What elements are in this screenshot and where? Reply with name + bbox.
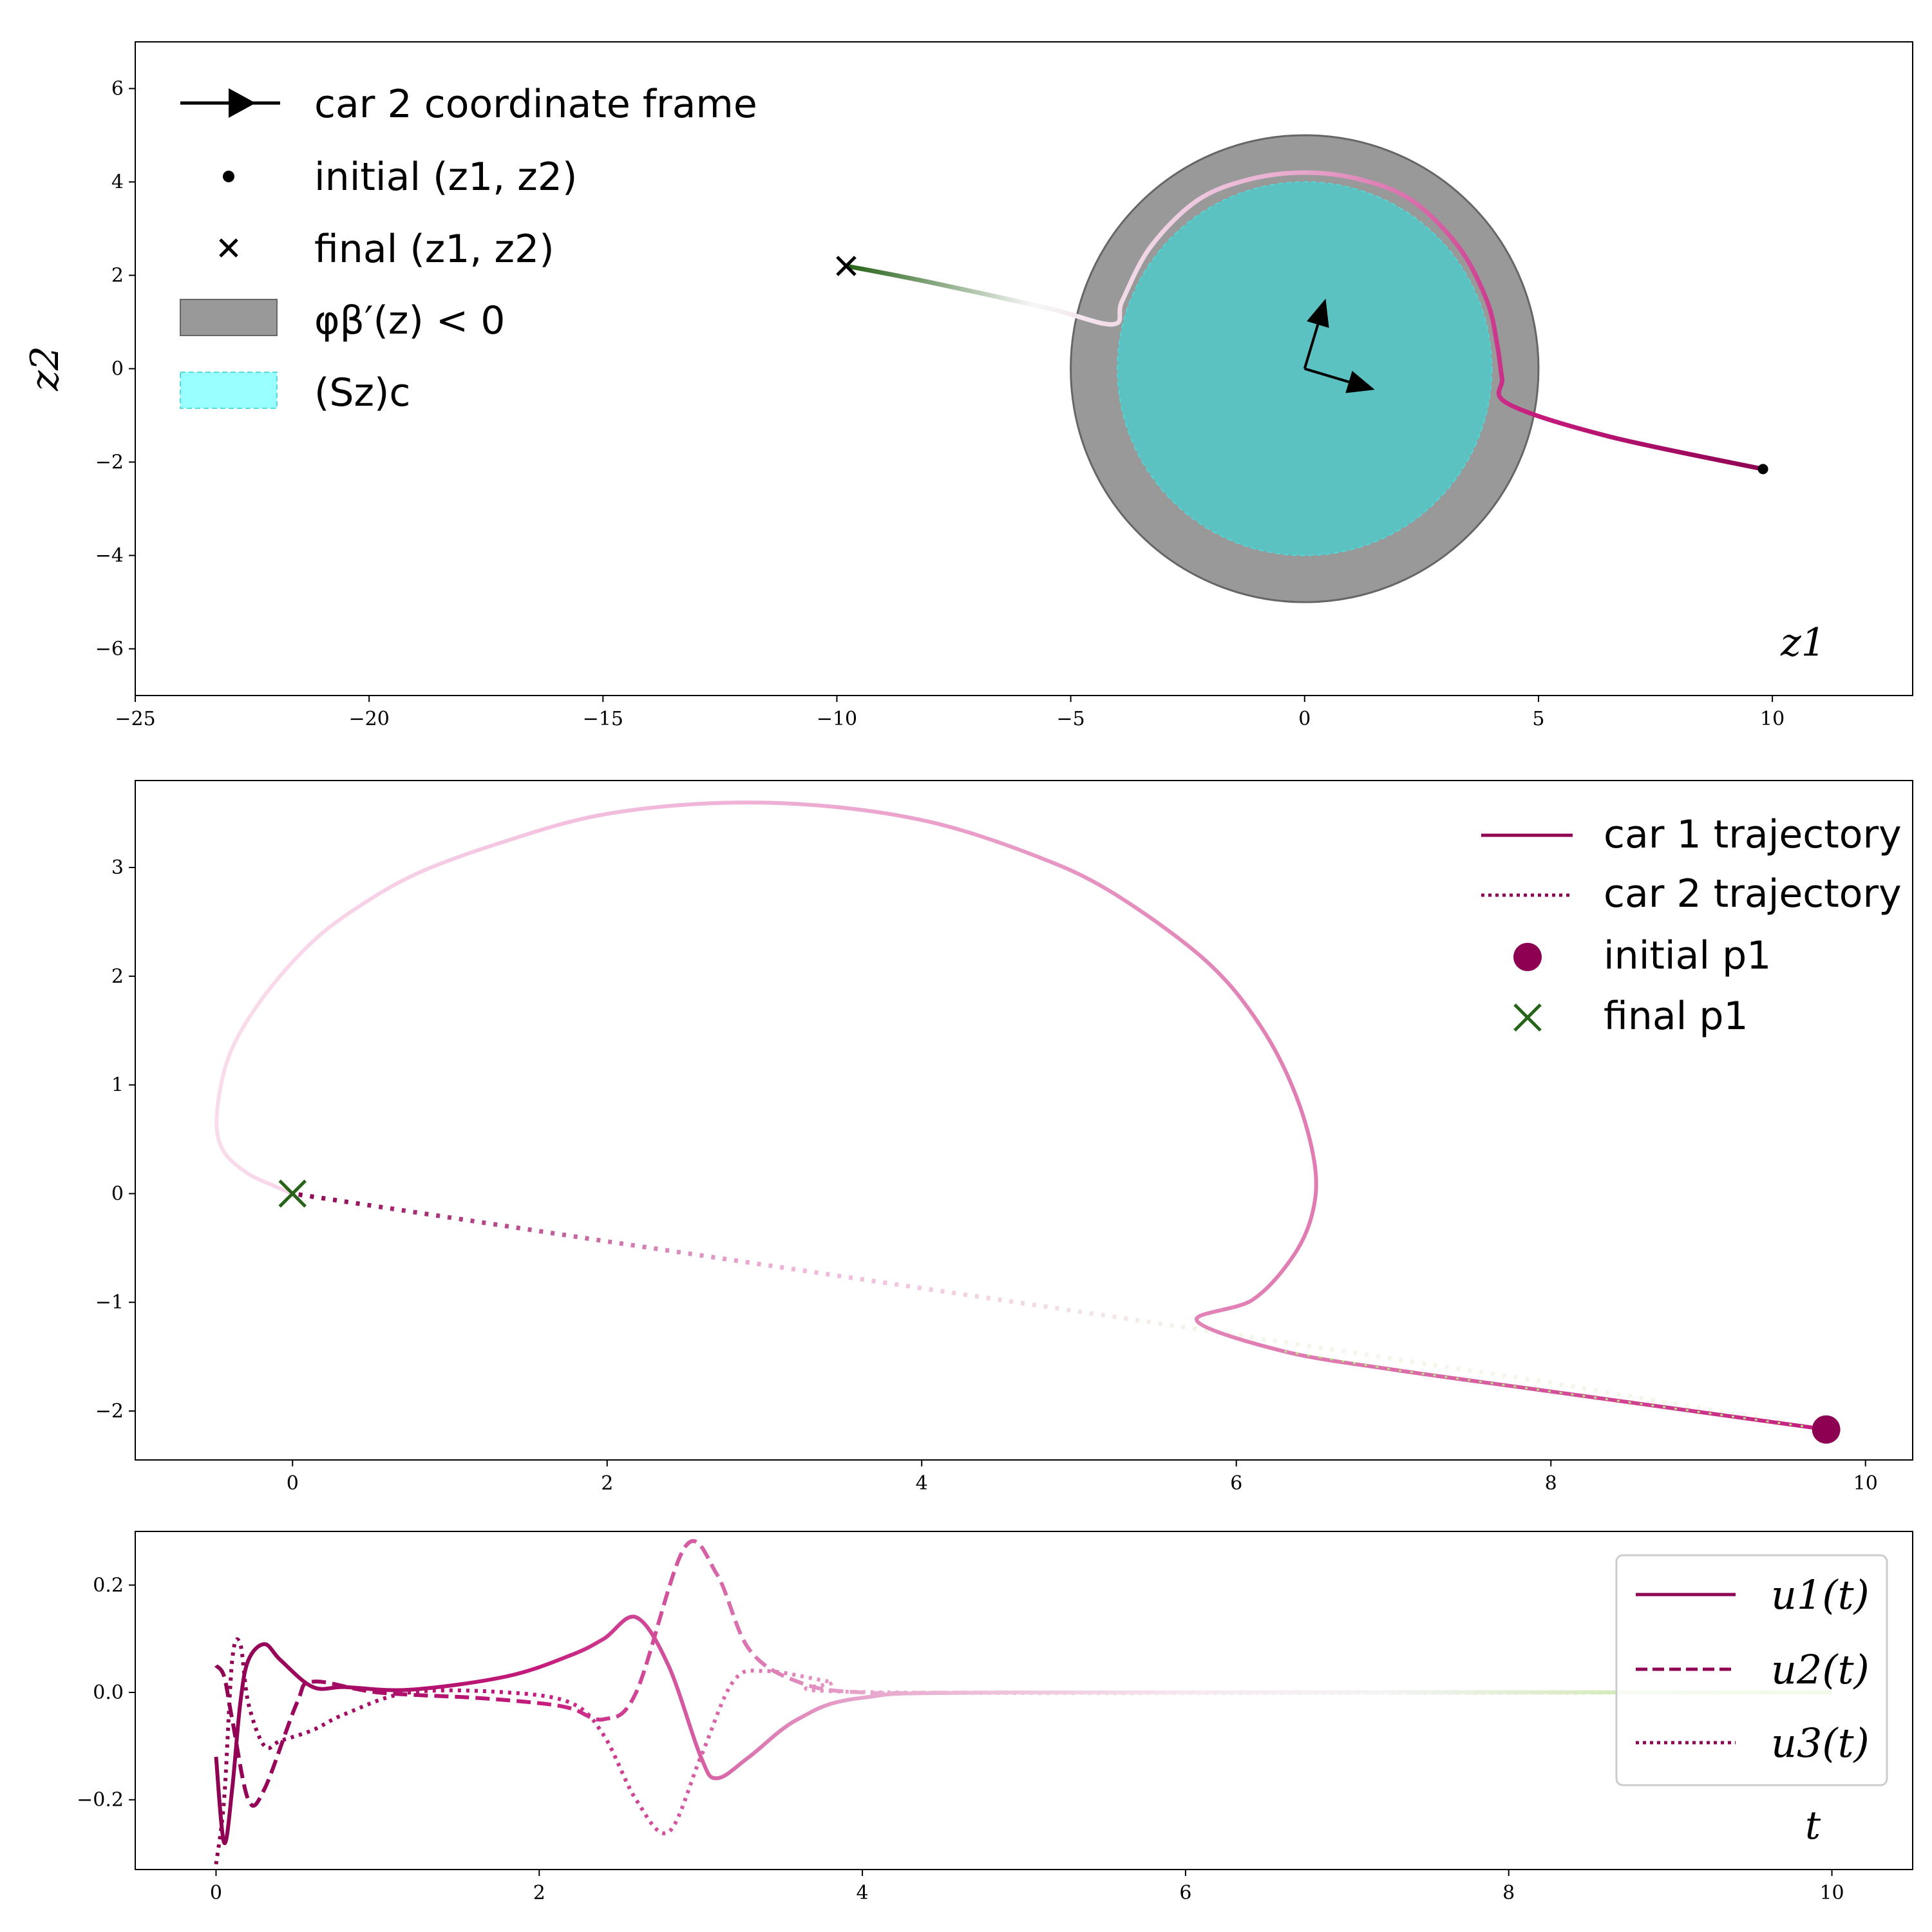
panel-2: 0 2 4 6 8 10 −2 −1 0 1 2 3 car 1 trajectory car 2 t… — [95, 780, 1913, 1495]
panel-1-xlabel: z1 — [1780, 620, 1826, 665]
series-u3-line — [214, 1637, 1832, 1865]
legend-label-phi: φβ′(z) < 0 — [314, 298, 505, 343]
y-tick-label: 0.2 — [93, 1574, 124, 1596]
initial-point — [1757, 464, 1768, 475]
panel-3: 0 2 4 6 8 10 −0.2 0.0 0.2 t u1(t) u2(t) u3(t) — [77, 1531, 1913, 1904]
legend-label-u2: u2(t) — [1771, 1646, 1870, 1693]
panel-3-plot-area — [214, 1539, 1832, 1865]
panel-3-ticks: 0 2 4 6 8 10 −0.2 0.0 0.2 — [77, 1574, 1844, 1904]
x-tick-label: 10 — [1853, 1472, 1878, 1495]
x-tick-label: 8 — [1502, 1882, 1515, 1904]
x-tick-label: 0 — [287, 1472, 299, 1495]
panel-3-legend: u1(t) u2(t) u3(t) — [1615, 1554, 1888, 1786]
panel-2-ticks: 0 2 4 6 8 10 −2 −1 0 1 2 3 — [95, 857, 1878, 1495]
panel-1-frame — [135, 41, 1913, 696]
x-tick-label: 2 — [533, 1882, 545, 1904]
x-tick-label: 0 — [1298, 708, 1311, 730]
legend-x-icon — [219, 238, 238, 258]
frame-x-axis-head — [1345, 370, 1375, 393]
panel-3-xlabel: t — [1805, 1803, 1821, 1848]
panel-2-frame — [135, 780, 1913, 1461]
x-tick-label: 4 — [916, 1472, 928, 1495]
x-tick-label: 8 — [1545, 1472, 1557, 1495]
legend-arrow-icon — [180, 88, 280, 118]
y-tick-label: 1 — [111, 1074, 124, 1097]
panel-1-ylabel: z2 — [23, 346, 68, 392]
frame-x-axis-shaft — [1304, 367, 1350, 383]
y-tick-label: −1 — [95, 1291, 124, 1314]
y-tick-label: 0.0 — [93, 1681, 124, 1704]
y-tick-label: −6 — [95, 638, 124, 661]
legend-label-initial: initial (z1, z2) — [314, 155, 577, 200]
y-tick-label: −0.2 — [77, 1789, 124, 1812]
legend-label-final-p1: final p1 — [1604, 994, 1748, 1039]
legend-green-x-icon — [1513, 1003, 1542, 1032]
x-tick-label: 6 — [1179, 1882, 1191, 1904]
y-tick-label: −4 — [95, 545, 124, 567]
y-tick-label: 4 — [111, 171, 124, 194]
car-1-trajectory — [214, 800, 1827, 1432]
legend-label-initial-p1: initial p1 — [1604, 933, 1771, 978]
x-tick-label: −5 — [1057, 708, 1085, 730]
y-tick-label: −2 — [95, 1400, 124, 1423]
car-2-trajectory — [292, 1191, 1827, 1432]
legend-cyan-patch — [180, 372, 278, 409]
legend-label-s: (Sz)c — [314, 370, 410, 415]
legend-label-car1: car 1 trajectory — [1604, 812, 1902, 857]
x-tick-label: 5 — [1532, 708, 1544, 730]
x-tick-label: 2 — [601, 1472, 613, 1495]
initial-p1-marker — [1812, 1415, 1841, 1444]
y-tick-label: 0 — [111, 358, 124, 381]
panel-3-frame — [135, 1531, 1913, 1870]
series-u2-line — [214, 1539, 1832, 1808]
legend-gray-patch — [180, 299, 278, 336]
frame-y-axis-shaft — [1303, 324, 1320, 370]
x-tick-label: −20 — [349, 708, 390, 730]
y-tick-label: 2 — [111, 965, 124, 988]
y-tick-label: 6 — [111, 78, 124, 100]
panel-1-legend: car 2 coordinate frame initial (z1, z2) … — [180, 82, 757, 415]
x-tick-label: 10 — [1760, 708, 1785, 730]
legend-label-u1: u1(t) — [1771, 1571, 1870, 1618]
y-tick-label: 2 — [111, 265, 124, 287]
x-tick-label: −25 — [115, 708, 155, 730]
panel-1-plot-area — [836, 134, 1768, 603]
final-p1-marker-b — [278, 1179, 307, 1208]
legend-label-frame: car 2 coordinate frame — [314, 82, 757, 127]
panel-2-legend: car 1 trajectory car 2 trajectory initia… — [1481, 812, 1902, 1039]
series-u1-line — [214, 1615, 1832, 1846]
legend-dot-icon — [223, 171, 234, 182]
x-tick-label: −15 — [583, 708, 623, 730]
final-point-x-b — [836, 256, 857, 276]
legend-label-final: final (z1, z2) — [314, 227, 554, 272]
y-tick-label: 3 — [111, 857, 124, 879]
x-tick-label: −10 — [817, 708, 857, 730]
frame-y-axis-head — [1307, 298, 1329, 328]
x-tick-label: 4 — [857, 1882, 869, 1904]
legend-circle-icon — [1513, 943, 1542, 971]
legend-label-u3: u3(t) — [1771, 1719, 1870, 1766]
x-tick-label: 6 — [1230, 1472, 1242, 1495]
panel-2-plot-area — [214, 800, 1841, 1444]
x-tick-label: 10 — [1819, 1882, 1844, 1904]
x-tick-label: 0 — [210, 1882, 222, 1904]
relative-trajectory — [844, 170, 1766, 471]
y-tick-label: −2 — [95, 451, 124, 474]
panel-3-legend-box — [1615, 1554, 1888, 1786]
legend-label-car2: car 2 trajectory — [1604, 871, 1902, 916]
y-tick-label: 0 — [111, 1182, 124, 1205]
